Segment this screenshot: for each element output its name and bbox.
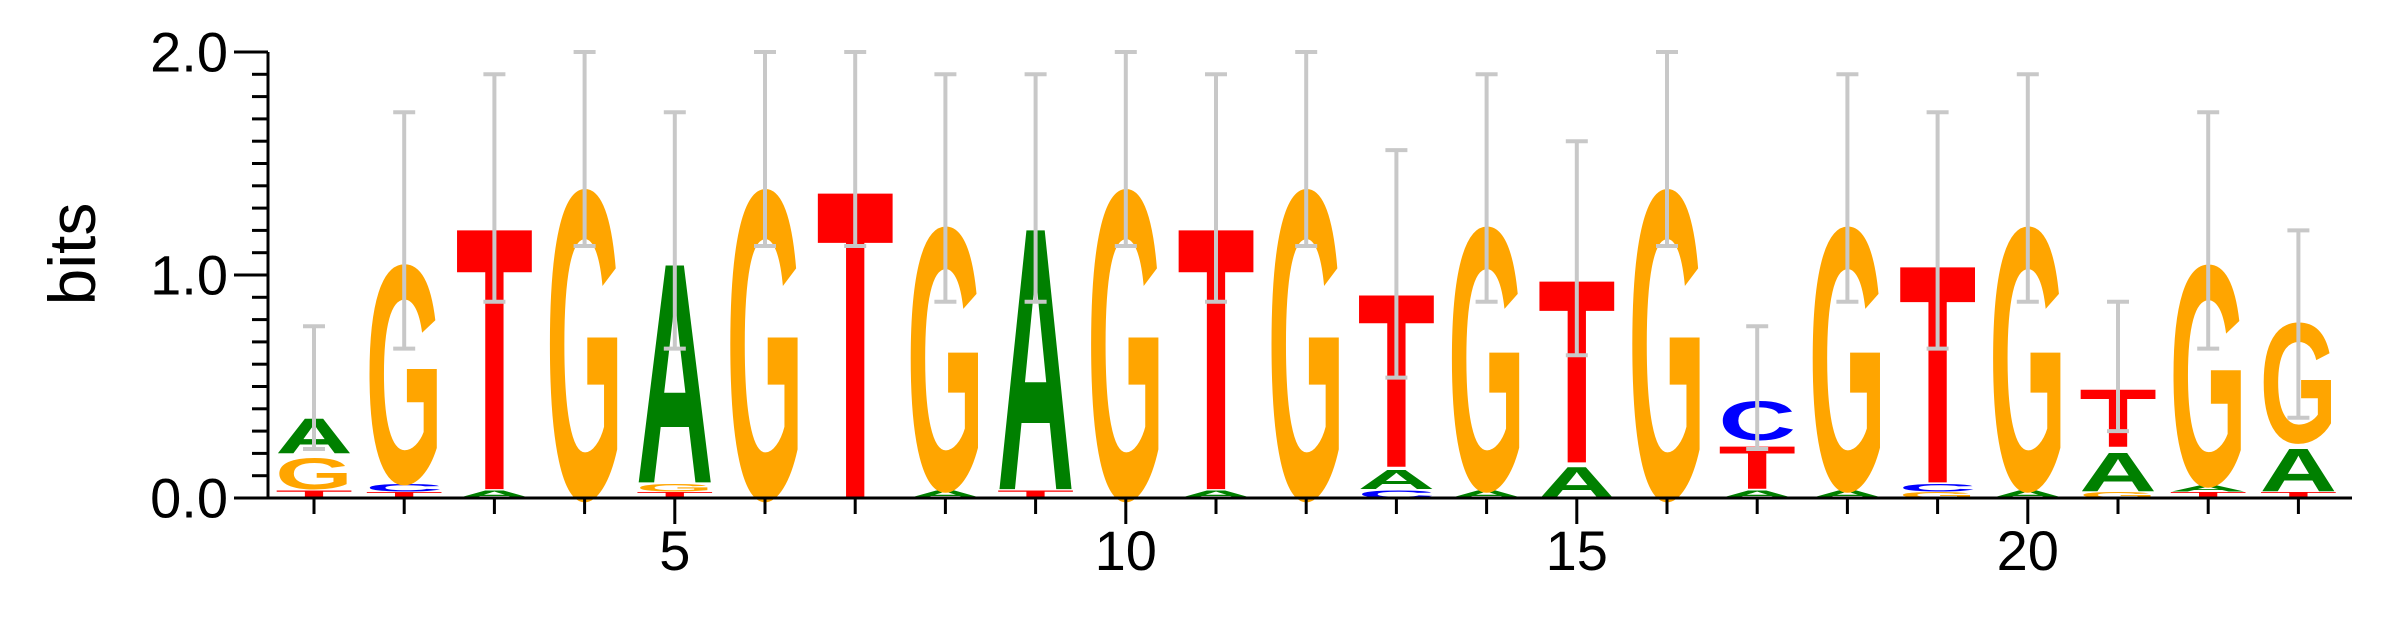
- axes: 0.0 1.0 2.0 5 10 15 20: [150, 21, 2352, 582]
- letter-T: T: [365, 491, 443, 500]
- letter-A: A: [2169, 484, 2247, 493]
- x-tick-label: 10: [1095, 519, 1157, 582]
- letter-T: T: [636, 491, 714, 500]
- x-tick-label: 5: [659, 519, 690, 582]
- letter-C: C: [1899, 481, 1977, 493]
- x-tick-label: 20: [1997, 519, 2059, 582]
- letter-G: G: [2079, 490, 2157, 499]
- letter-A: A: [2260, 437, 2338, 505]
- errorbar-layer: [303, 50, 2310, 451]
- x-tick-label: 15: [1546, 519, 1608, 582]
- letter-A: A: [2079, 442, 2157, 504]
- letter-A: A: [1358, 464, 1436, 495]
- y-tick-label: 2.0: [150, 21, 228, 84]
- y-tick-label: 0.0: [150, 467, 228, 530]
- letter-G: G: [275, 450, 353, 499]
- letter-T: T: [2260, 491, 2338, 500]
- letter-G: G: [636, 481, 714, 493]
- letter-T: T: [2169, 491, 2247, 500]
- letter-C: C: [365, 481, 443, 493]
- y-tick-label: 1.0: [150, 244, 228, 307]
- letter-G: G: [1899, 490, 1977, 499]
- y-axis-title: bits: [35, 203, 109, 306]
